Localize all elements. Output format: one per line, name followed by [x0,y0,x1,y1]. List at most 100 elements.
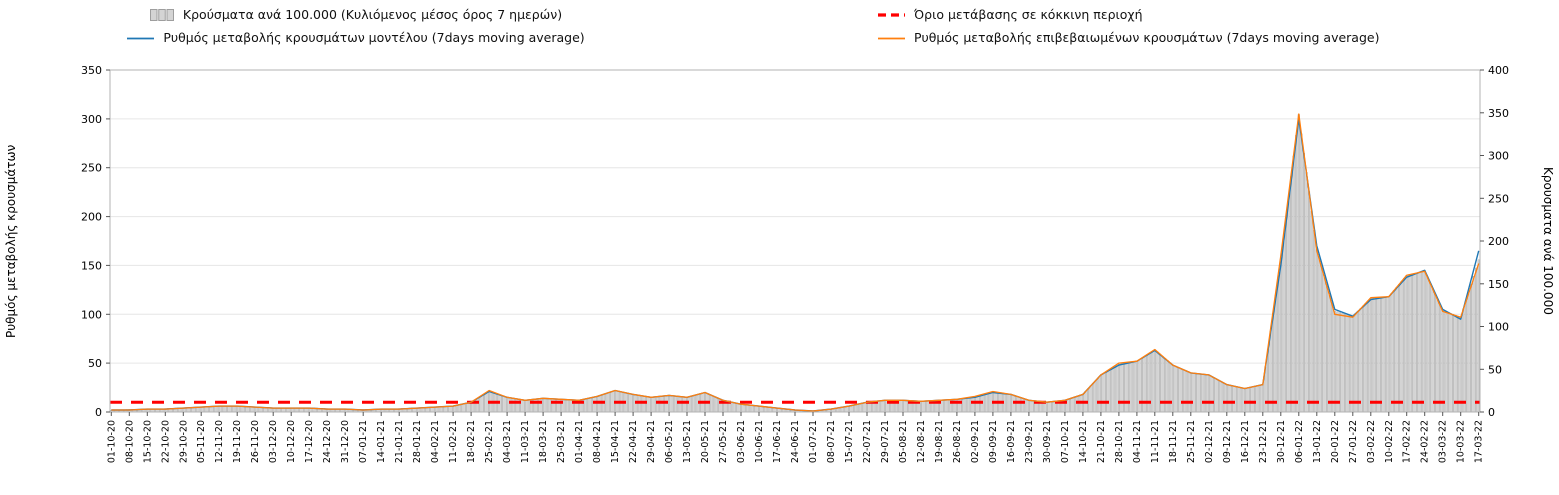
bar [1259,385,1262,413]
x-tick-label: 15-10-20 [142,420,153,463]
bar [1421,271,1424,413]
bar [755,405,758,413]
bar [1403,278,1406,413]
bar [1220,381,1223,413]
bar [742,404,745,413]
x-tick-label: 27-01-22 [1348,420,1359,463]
bar [1076,395,1079,413]
bar [961,398,964,413]
bar [740,404,743,413]
bar [470,402,473,413]
x-tick-label: 21-01-21 [394,420,405,463]
bar [1374,297,1377,413]
bar [1302,152,1305,413]
bar [596,396,599,413]
x-tick-label: 10-06-21 [754,420,765,463]
bar [1269,330,1272,413]
bar [462,403,465,413]
bar [1333,310,1336,413]
bar [966,397,969,413]
x-tick-label: 10-03-22 [1456,420,1467,463]
bar [1243,388,1246,413]
bar [1120,363,1123,413]
x-tick-label: 08-07-21 [826,420,837,463]
bar [1418,271,1421,413]
bar [1346,314,1349,413]
legend: Κρούσματα ανά 100.000 (Κυλιόμενος μέσος … [0,7,1559,46]
bar [1051,401,1054,413]
bar [1274,295,1277,413]
right-tick-label: 50 [1488,363,1502,376]
bar [847,405,850,413]
bar [500,395,503,413]
bar [598,395,601,413]
bar [850,405,853,413]
x-tick-label: 24-02-22 [1420,420,1431,463]
bar [1176,366,1179,413]
x-tick-label: 05-08-21 [898,420,909,463]
x-tick-label: 17-02-22 [1402,420,1413,463]
x-tick-label: 25-11-21 [1186,420,1197,463]
x-tick-label: 10-12-20 [286,420,297,463]
bar [716,397,719,413]
bar [1194,373,1197,413]
bar [1436,298,1439,413]
legend-label-model-rate: Ρυθμός μεταβολής κρουσμάτων μοντέλου (7d… [163,30,585,46]
bar [668,395,671,413]
bar [1094,380,1097,413]
x-tick-label: 26-11-20 [250,420,261,463]
bar [1261,384,1264,413]
x-tick-label: 21-10-21 [1096,420,1107,463]
x-tick-label: 01-04-21 [574,420,585,463]
bar [1328,293,1331,413]
bar [1228,385,1231,413]
x-tick-label: 06-05-21 [664,420,675,463]
bar [225,405,228,413]
bar [711,395,714,413]
right-tick-label: 100 [1488,321,1509,334]
x-tick-label: 13-05-21 [682,420,693,463]
bar [1287,197,1290,413]
bars-series [110,114,1480,413]
bar [1400,281,1403,413]
bar [1112,367,1115,413]
bar [1457,315,1460,413]
bar [611,391,614,413]
bar [1434,293,1437,413]
left-axis-title: Ρυθμός μεταβολής κρουσμάτων [4,144,18,338]
bar [1027,399,1030,413]
bar [457,404,460,413]
bar [1449,312,1452,413]
bar [1469,284,1472,413]
bar [1025,398,1028,413]
bar [1087,388,1090,413]
bar [547,398,550,413]
x-tick-label: 18-11-21 [1168,420,1179,463]
orange-line-icon [878,36,905,41]
left-tick-label: 50 [88,357,102,370]
bar [1341,313,1344,413]
x-tick-label: 15-07-21 [844,420,855,463]
bar [1380,297,1383,413]
x-tick-label: 02-09-21 [970,420,981,463]
x-tick-label: 13-01-22 [1312,420,1323,463]
bar [231,405,234,413]
x-tick-label: 22-07-21 [862,420,873,463]
bar [1210,376,1213,413]
x-tick-label: 20-01-22 [1330,420,1341,463]
bar [1117,363,1120,413]
legend-label-red-threshold: Όριο μετάβασης σε κόκκινη περιοχή [914,7,1143,23]
bar [901,399,904,413]
bar [662,396,665,413]
bar [675,396,678,413]
bar [1390,293,1393,413]
bar [1020,397,1023,413]
legend-label-cases-per-100k: Κρούσματα ανά 100.000 (Κυλιόμενος μέσος … [182,7,563,23]
bar [588,397,591,413]
bar [1277,277,1280,413]
x-tick-label: 25-03-21 [556,420,567,463]
right-tick-label: 300 [1488,150,1509,163]
axes: 0 50 100 150 200 250 300 350 0 50 100 150 200 250 300 3… [81,64,1509,463]
x-tick-label: 04-02-21 [430,420,441,463]
